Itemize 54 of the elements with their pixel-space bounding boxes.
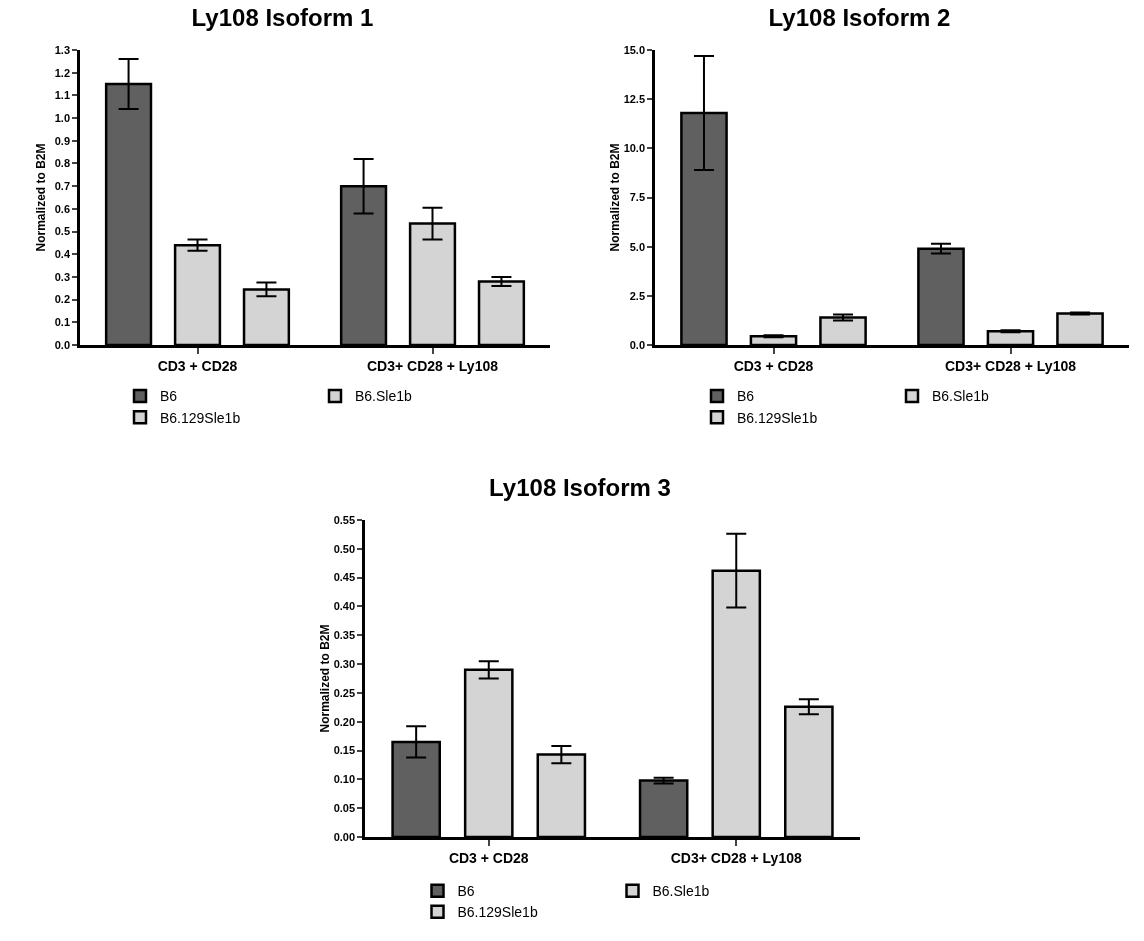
legend-label: B6 [737,388,755,405]
y-tick-label: 0.15 [333,744,356,757]
y-tick-label: 0.05 [333,802,356,815]
y-tick-label: 0.25 [333,686,356,699]
x-tick-label: CD3+ CD28 + Ly108 [367,357,499,374]
y-tick-label: 0.0 [629,338,646,351]
x-tick-label: CD3 + CD28 [448,849,529,866]
y-tick-label: 10.0 [623,142,646,155]
y-tick-label: 0.40 [333,600,356,613]
y-tick-label: 15.0 [623,43,646,56]
y-tick-label: 0.1 [54,316,71,329]
y-tick-label: 0.10 [333,773,356,786]
y-tick-label: 1.1 [54,89,71,102]
x-tick-label: CD3+ CD28 + Ly108 [945,357,1077,374]
chart-title: Ly108 Isoform 2 [768,3,951,31]
y-tick-label: 0.3 [54,270,71,283]
y-axis-title: Normalized to B2M [317,624,332,733]
y-tick-label: 0.35 [333,629,356,642]
y-tick-label: 1.2 [54,66,71,79]
y-tick-label: 1.0 [54,111,71,124]
y-tick-label: 1.3 [54,43,71,56]
y-tick-label: 0.0 [54,338,71,351]
y-tick-label: 2.5 [629,289,646,302]
legend-label: B6 [160,388,178,405]
legend-label: B6.Sle1b [355,388,413,405]
y-tick-label: 0.00 [333,830,356,843]
legend-label: B6.129Sle1b [160,409,241,426]
y-tick-label: 0.6 [54,202,71,215]
y-tick-label: 5.0 [629,240,646,253]
y-tick-label: 0.2 [54,293,71,306]
x-tick-label: CD3 + CD28 [733,357,814,374]
y-tick-label: 0.55 [333,513,356,526]
y-tick-label: 7.5 [629,191,646,204]
y-axis-title: Normalized to B2M [607,143,622,252]
y-tick-label: 0.8 [54,157,71,170]
y-axis-title: Normalized to B2M [33,143,48,252]
y-tick-label: 0.9 [54,134,71,147]
y-tick-label: 0.7 [54,180,71,192]
legend-label: B6.Sle1b [932,388,990,405]
y-tick-label: 0.50 [333,542,356,555]
y-tick-label: 12.5 [623,93,646,106]
legend-label: B6.129Sle1b [457,904,538,921]
legend-label: B6.Sle1b [652,883,710,900]
chart-title: Ly108 Isoform 1 [191,3,374,31]
x-tick-label: CD3 + CD28 [157,357,238,374]
y-tick-label: 0.45 [333,571,356,584]
x-tick-label: CD3+ CD28 + Ly108 [670,849,802,866]
y-tick-label: 0.4 [54,248,71,261]
y-tick-label: 0.30 [333,657,356,670]
y-tick-label: 0.20 [333,715,356,728]
legend-label: B6 [457,883,475,900]
y-tick-label: 0.5 [54,225,71,238]
legend-label: B6.129Sle1b [737,409,818,426]
chart-title: Ly108 Isoform 3 [489,474,671,502]
